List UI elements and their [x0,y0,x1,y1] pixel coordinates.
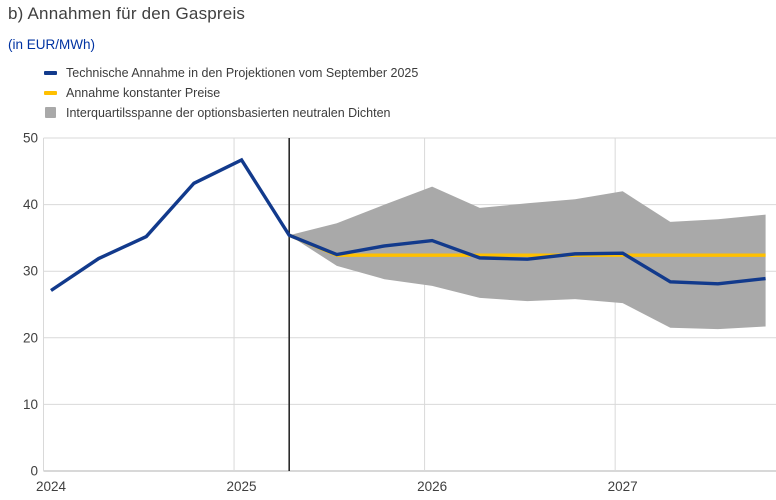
legend-label: Interquartilsspanne der optionsbasierten… [66,105,391,120]
y-tick-label: 10 [23,397,38,412]
band-marker-icon [45,107,56,118]
y-tick-label: 30 [23,264,38,279]
technical-assumption-line [50,157,766,292]
technical-line-marker-icon [44,70,57,75]
legend-label: Technische Annahme in den Projektionen v… [66,65,419,80]
y-tick-label: 20 [23,330,38,345]
y-tick-label: 40 [23,197,38,212]
y-tick-label: 0 [30,464,38,479]
legend-item-constant-prices: Annahme konstanter Preise [44,84,418,101]
constant-price-line [288,233,766,257]
chart-legend: Technische Annahme in den Projektionen v… [44,64,418,121]
page-title: b) Annahmen für den Gaspreis [8,4,246,23]
legend-label: Annahme konstanter Preise [66,85,221,100]
legend-item-technical-assumption: Technische Annahme in den Projektionen v… [44,64,418,81]
legend-item-interquartile-band: Interquartilsspanne der optionsbasierten… [44,104,418,121]
y-tick-label: 50 [23,131,38,146]
x-tick-label: 2024 [36,479,67,494]
constant-line-marker-icon [44,90,57,95]
x-tick-label: 2027 [608,479,638,494]
x-tick-label: 2026 [417,479,447,494]
unit-label: (in EUR/MWh) [8,37,95,52]
x-tick-label: 2025 [227,479,257,494]
